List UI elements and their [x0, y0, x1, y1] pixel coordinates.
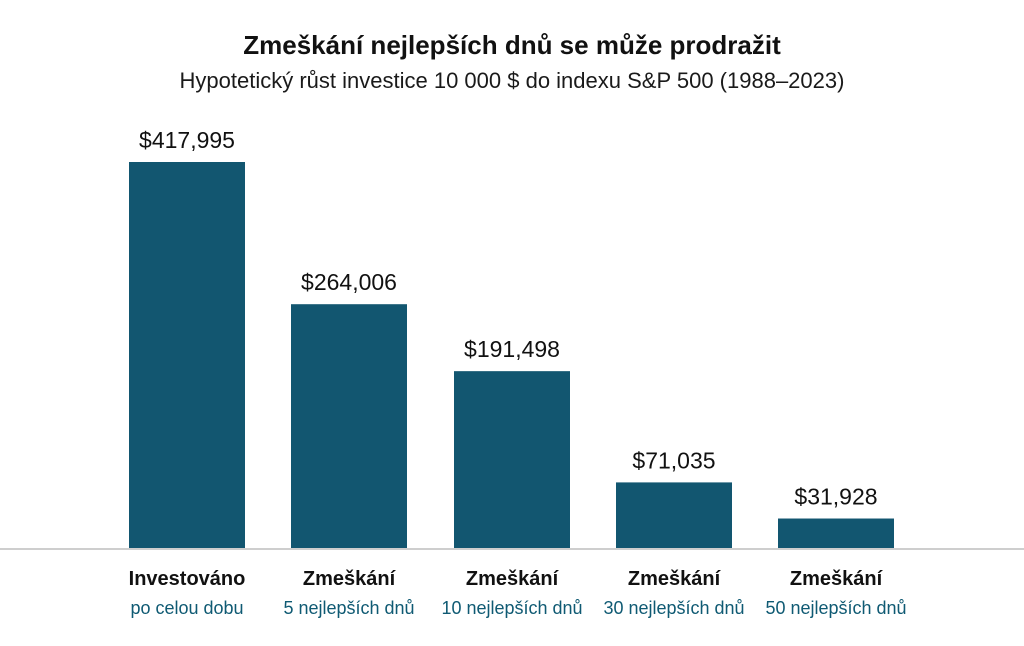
- category-label-1: Investováno: [129, 568, 246, 590]
- bar-3: [454, 371, 570, 548]
- bar-5: [778, 518, 894, 548]
- category-label-3: Zmeškání: [466, 568, 560, 590]
- bar-2: [291, 304, 407, 548]
- category-label-2: Zmeškání: [303, 568, 397, 590]
- category-sublabel-3: 10 nejlepších dnů: [441, 598, 582, 618]
- bar-value-label-3: $191,498: [464, 336, 560, 362]
- category-sublabel-2: 5 nejlepších dnů: [283, 598, 414, 618]
- bar-value-label-1: $417,995: [139, 127, 235, 153]
- bar-value-label-2: $264,006: [301, 269, 397, 295]
- category-sublabel-4: 30 nejlepších dnů: [603, 598, 744, 618]
- bar-value-label-5: $31,928: [794, 484, 877, 510]
- category-label-4: Zmeškání: [628, 568, 722, 590]
- bar-1: [129, 162, 245, 548]
- chart-title: Zmeškání nejlepších dnů se může prodraži…: [243, 30, 781, 60]
- category-label-5: Zmeškání: [790, 568, 884, 590]
- category-sublabel-5: 50 nejlepších dnů: [765, 598, 906, 618]
- bar-4: [616, 482, 732, 548]
- category-sublabel-1: po celou dobu: [130, 598, 243, 618]
- bar-value-label-4: $71,035: [632, 447, 715, 473]
- chart-subtitle: Hypotetický růst investice 10 000 $ do i…: [179, 68, 845, 93]
